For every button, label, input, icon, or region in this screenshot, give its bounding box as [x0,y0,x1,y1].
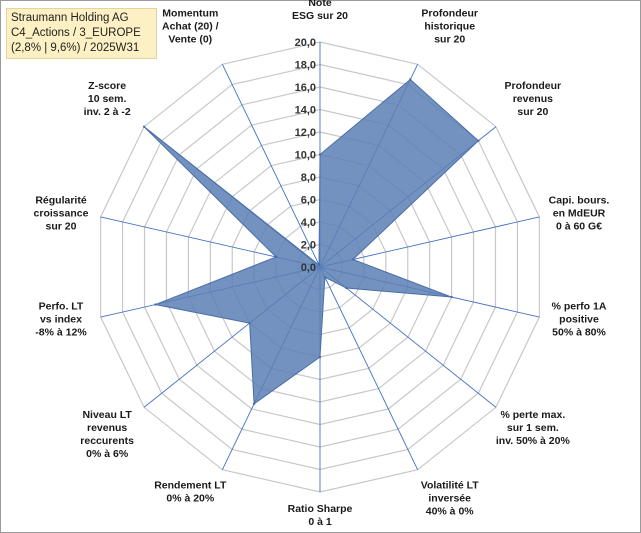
data-point [351,258,355,261]
data-point [345,286,348,290]
category-label: Note ESG sur 20 [292,0,348,22]
category-label: Capi. bours. en MdEUR 0 à 60 G€ [549,194,610,232]
tick-label: 20,0 [295,37,316,49]
data-point [154,303,157,306]
category-label: Profondeur historique sur 20 [421,8,478,46]
axis-spoke [319,216,540,268]
category-label: Volatilité LT inversée 40% à 0% [421,479,480,517]
data-point [248,321,251,325]
title-line-1: Straumann Holding AG [11,12,129,24]
data-point [252,402,256,406]
axis-spoke [221,64,321,268]
data-point [142,125,146,128]
title-line-2: C4_Actions / 3_EUROPE [11,27,141,39]
category-label: Rendement LT 0% à 20% [154,479,227,504]
tick-label: 8,0 [301,172,316,184]
category-label: Niveau LT revenus reccurents 0% à 6% [80,409,134,460]
category-label: Régularité croissance sur 20 [34,194,89,232]
tick-label: 12,0 [295,127,316,139]
tick-label: 10,0 [295,150,316,162]
data-point [274,255,278,259]
category-label: Z-score 10 sem. inv. 2 à -2 [84,80,131,118]
tick-label: 18,0 [295,60,316,72]
category-label: Ratio Sharpe 0 à 1 [288,503,353,528]
tick-label: 0,0 [301,262,316,274]
tick-label: 2,0 [301,240,316,252]
data-point [450,295,453,299]
category-label: Momentum Achat (20) / Vente (0) [162,8,219,46]
tick-label: 14,0 [295,105,316,117]
axis-spoke [319,266,497,408]
data-point [323,275,327,279]
data-point [409,78,412,81]
tick-label: 16,0 [295,82,316,94]
data-point [318,153,322,156]
axis-spoke [319,266,419,470]
title-line-3: (2,8% | 9,6%) / 2025W31 [11,42,140,54]
tick-label: 4,0 [301,217,316,229]
category-label: Profondeur revenus sur 20 [505,80,562,118]
tick-label: 6,0 [301,195,316,207]
category-label: Perfo. LT vs index -8% à 12% [35,301,87,339]
data-point [317,263,321,267]
data-point [318,355,322,359]
chart-title-box: Straumann Holding AG C4_Actions / 3_EURO… [6,8,157,59]
category-label: % perte max. sur 1 sem. inv. 50% à 20% [496,409,571,447]
data-point [477,139,480,142]
category-label: % perfo 1A positive 50% à 80% [552,301,607,339]
